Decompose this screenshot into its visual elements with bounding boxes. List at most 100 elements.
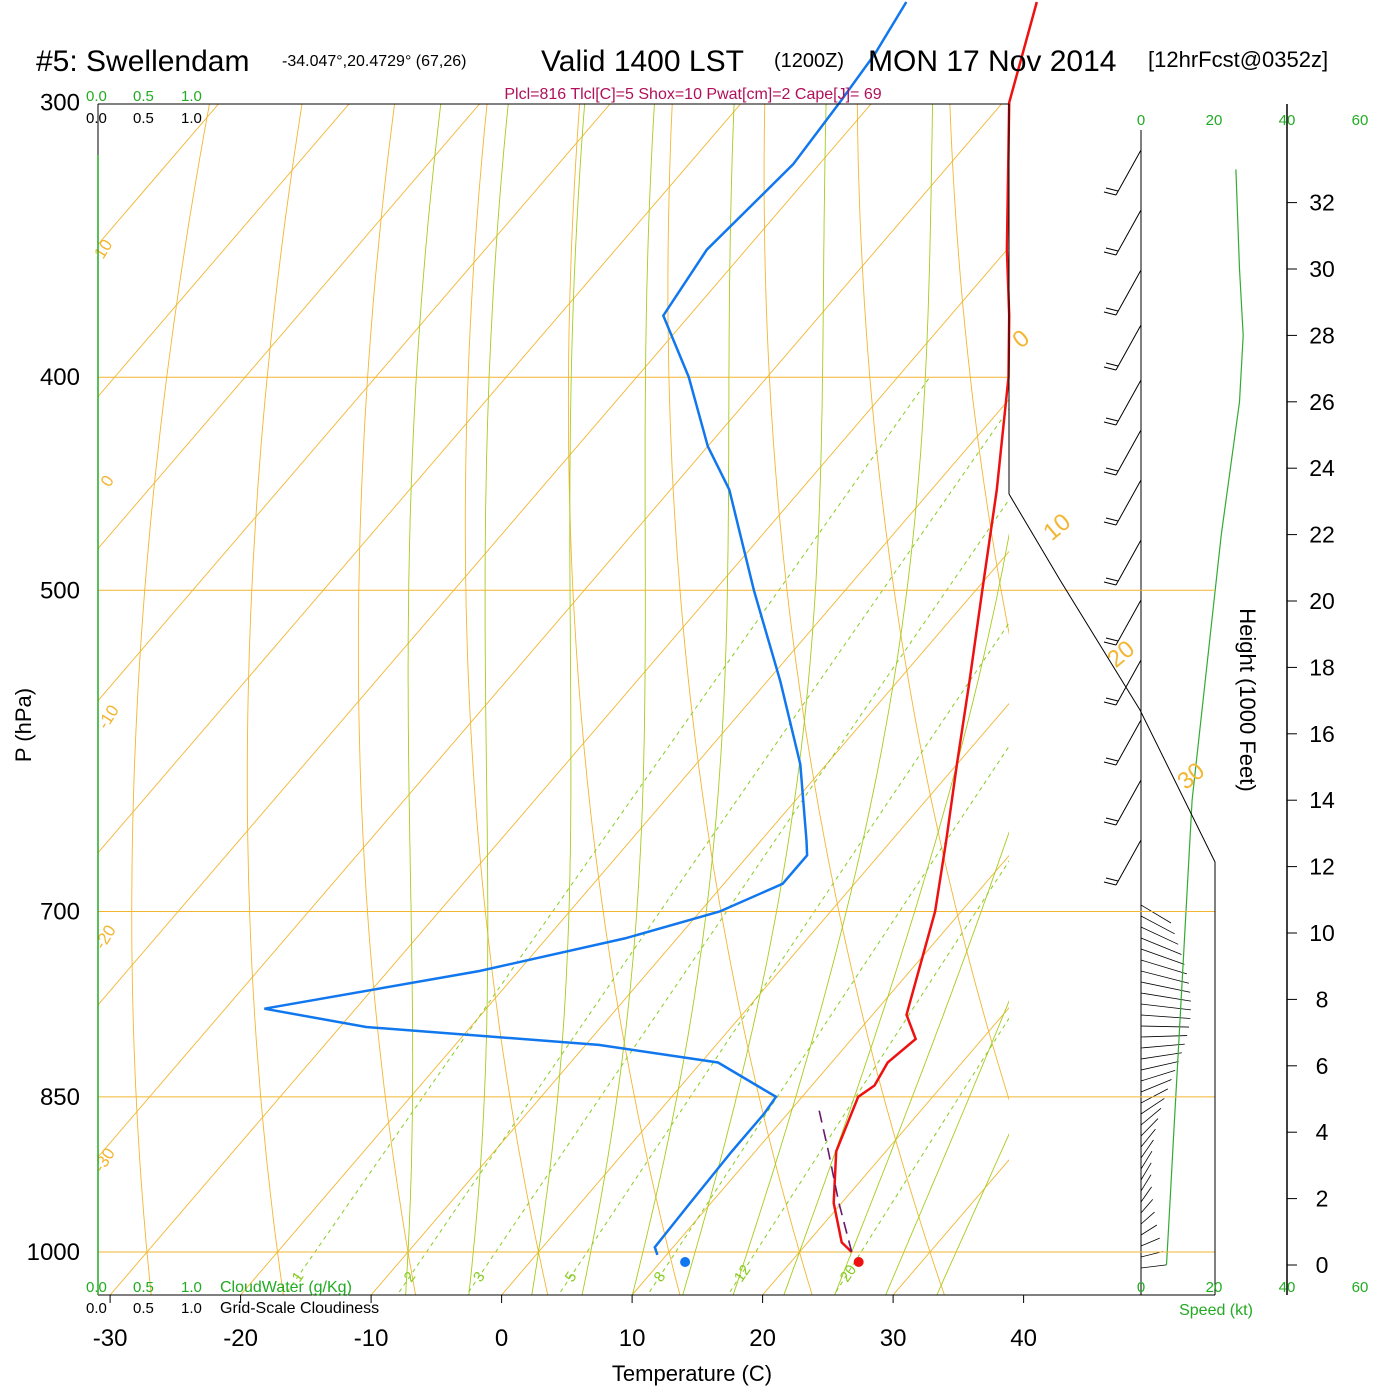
- wind-barb: [1140, 915, 1175, 935]
- wind-barb: [1140, 992, 1191, 1002]
- height-tick-label: 12: [1309, 854, 1335, 880]
- temperature-tick-label: -10: [354, 1325, 389, 1352]
- wind-barb: [1115, 269, 1142, 316]
- wind-barb: [1140, 1035, 1188, 1038]
- height-tick-label: 8: [1316, 986, 1329, 1012]
- isotherm: [98, 104, 481, 550]
- valid-date: MON 17 Nov 2014: [868, 45, 1116, 78]
- wind-speed-line: [1165, 169, 1244, 1266]
- wind-barb: [1140, 1098, 1165, 1115]
- cloudiness-tick-bottom-0: 0.0: [86, 1300, 107, 1317]
- dry-adiabat: [464, 104, 549, 1295]
- wind-barb: [1115, 779, 1142, 826]
- wind-barb-flag: [1103, 581, 1117, 586]
- wind-barb-flag: [1103, 471, 1117, 476]
- temperature-tick-label: 10: [619, 1325, 646, 1352]
- moist-adiabat: [581, 104, 655, 1295]
- dry-adiabat: [246, 104, 303, 1295]
- dry-adiabat: [567, 104, 681, 1295]
- cloudwater-tick-top-1: 0.5: [133, 88, 154, 105]
- wind-barb: [1115, 599, 1142, 646]
- isotherm: [98, 104, 350, 398]
- y-axis-label: P (hPa): [11, 688, 36, 762]
- mixing-ratio-label: 3: [470, 1269, 489, 1286]
- wind-barb-flag: [1103, 881, 1117, 886]
- dry-adiabat: [667, 104, 813, 1295]
- wind-barb-flag: [1105, 307, 1119, 312]
- wind-barb-flag: [1103, 761, 1117, 766]
- dry-adiabat: [1123, 0, 1400, 1299]
- isotherm: [109, 246, 1009, 1295]
- height-tick-label: 30: [1309, 256, 1335, 282]
- stability-indices: Plcl=816 Tlcl[C]=5 Shox=10 Pwat[cm]=2 Ca…: [504, 86, 881, 103]
- wind-barb: [1115, 379, 1142, 426]
- mixing-ratio-label: 5: [562, 1269, 581, 1286]
- isotherm-label: 20: [1102, 635, 1140, 673]
- wind-barb-flag: [1105, 247, 1119, 252]
- cloudwater-label: CloudWater (g/Kg): [220, 1279, 352, 1296]
- height-tick-label: 4: [1316, 1119, 1329, 1145]
- wind-barb-flag: [1105, 877, 1119, 882]
- height-tick-label: 0: [1316, 1252, 1329, 1278]
- dry-adiabat: [357, 104, 417, 1295]
- mixing-ratio-line: [727, 860, 1009, 1295]
- wind-barb-flag: [1103, 701, 1117, 706]
- wind-barb: [1140, 1151, 1153, 1170]
- height-tick-label: 2: [1316, 1186, 1329, 1212]
- surface-dewpoint-dot: [680, 1257, 691, 1267]
- temperature-tick-label: 30: [880, 1325, 907, 1352]
- height-tick-label: 20: [1309, 588, 1335, 614]
- isotherm: [762, 1007, 1009, 1295]
- isotherm: [240, 398, 1009, 1295]
- cloudwater-tick-bottom-1: 0.5: [133, 1279, 154, 1296]
- mixing-ratio-line: [833, 1017, 1009, 1295]
- speed-tick-top-2: 40: [1279, 112, 1296, 129]
- wind-barb: [1140, 1043, 1185, 1049]
- wind-barb: [1140, 1211, 1155, 1225]
- speed-tick-bottom-2: 40: [1279, 1279, 1296, 1296]
- wind-panel: [1103, 130, 1244, 1295]
- wind-barb: [1115, 659, 1142, 706]
- wind-barb-flag: [1103, 641, 1117, 646]
- speed-tick-top-1: 20: [1206, 112, 1223, 129]
- wind-barb-flag: [1105, 467, 1119, 472]
- dry-adiabat: [1035, 0, 1342, 1299]
- height-tick-label: 14: [1309, 787, 1335, 813]
- wind-barb: [1140, 1174, 1152, 1192]
- height-tick-label: 10: [1309, 920, 1335, 946]
- speed-tick-bottom-1: 20: [1206, 1279, 1223, 1296]
- cloudiness-tick-bottom-1: 0.5: [133, 1300, 154, 1317]
- wind-barb-flag: [1105, 757, 1119, 762]
- wind-barb: [1140, 1003, 1191, 1011]
- wind-barb: [1115, 209, 1142, 256]
- dry-adiabat: [949, 104, 1009, 636]
- wind-barb: [1140, 1088, 1169, 1104]
- isotherm-label: 0: [1007, 325, 1035, 354]
- isotherm: [98, 104, 220, 246]
- x-axis-label: Temperature (C): [612, 1361, 772, 1386]
- isotherm: [1021, 0, 1400, 1299]
- right-axis-slant: [1008, 493, 1216, 1295]
- parcel-line: [817, 1107, 853, 1253]
- height-tick-label: 6: [1316, 1053, 1329, 1079]
- moist-adiabat: [682, 104, 827, 1295]
- speed-tick-bottom-3: 60: [1352, 1279, 1369, 1296]
- moist-adiabat: [783, 533, 1009, 1295]
- wind-barb: [1115, 479, 1142, 526]
- temperature-tick-label: 0: [495, 1325, 508, 1352]
- isotherm: [631, 855, 1009, 1295]
- cloudiness-tick-top-2: 1.0: [181, 110, 202, 127]
- wind-barb: [1140, 904, 1172, 924]
- height-tick-label: 24: [1309, 455, 1335, 481]
- cloudwater-tick-bottom-0: 0.0: [86, 1279, 107, 1296]
- isotherm: [98, 104, 742, 854]
- temperature-tick-label: 40: [1010, 1325, 1037, 1352]
- wind-barb-flag: [1105, 417, 1119, 422]
- pressure-tick-label: 1000: [27, 1239, 80, 1266]
- wind-barb: [1115, 839, 1142, 886]
- wind-barb: [1140, 926, 1179, 945]
- wind-barb: [1140, 1128, 1156, 1148]
- isotherm-label: 30: [1172, 757, 1210, 795]
- forecast-info: [12hrFcst@0352z]: [1148, 47, 1328, 72]
